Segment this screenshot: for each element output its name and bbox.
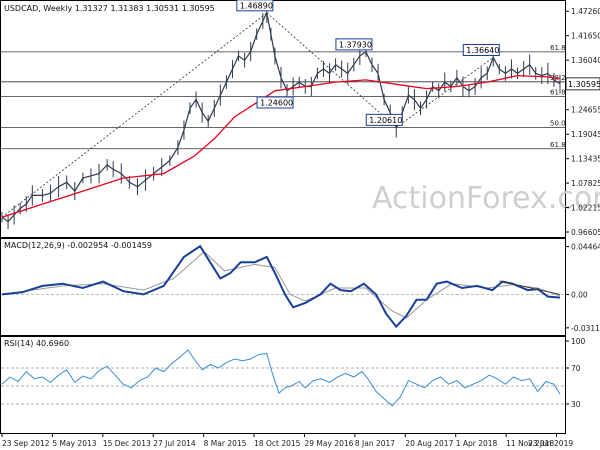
annotation-label: 1.24600 bbox=[260, 98, 293, 107]
price-close-line bbox=[1, 10, 561, 223]
x-tick-label: 29 May 2016 bbox=[304, 439, 353, 448]
price-y-tick-label: 1.24655 bbox=[571, 106, 600, 115]
annotation-box bbox=[335, 38, 373, 51]
x-tick-label: 5 May 2013 bbox=[52, 439, 96, 448]
price-y-tick-label: 1.02215 bbox=[571, 204, 600, 213]
price-panel-frame bbox=[0, 0, 566, 238]
fibonacci-levels: 61.838.261.850.061.8 bbox=[1, 44, 566, 150]
macd-y-tick-label: -0.031183 bbox=[571, 324, 600, 333]
price-annotations: 1.46890 1.37930 1.24600 1.36640 1.20610 bbox=[236, 0, 500, 126]
x-tick-label: 15 Dec 2013 bbox=[103, 439, 151, 448]
rsi-panel-frame bbox=[0, 336, 566, 434]
macd-signal-line bbox=[1, 250, 561, 319]
moving-average-series bbox=[1, 74, 561, 218]
annotation-box bbox=[365, 113, 403, 126]
fib-level-label: 61.8 bbox=[550, 89, 566, 97]
macd-series: 0.044642 0.00 -0.031183 bbox=[1, 243, 600, 333]
price-y-tick-label: 1.47260 bbox=[571, 7, 600, 16]
x-axis: 23 Sep 2012 5 May 2013 15 Dec 2013 27 Jul 2… bbox=[1, 433, 573, 448]
price-series bbox=[1, 2, 561, 229]
rsi-line bbox=[1, 349, 561, 407]
price-y-tick-label: 1.19045 bbox=[571, 130, 600, 139]
fib-level-label: 61.8 bbox=[550, 141, 566, 149]
swing-dashed-line bbox=[396, 57, 494, 128]
rsi-series: 100 70 30 bbox=[1, 337, 586, 409]
rsi-y-tick-label: 30 bbox=[571, 400, 581, 409]
annotation-label: 1.37930 bbox=[339, 40, 372, 49]
x-tick-label: 27 Jul 2014 bbox=[153, 439, 196, 448]
x-tick-label: 23 Sep 2012 bbox=[2, 439, 50, 448]
last-price-label: 1.30595 bbox=[568, 80, 600, 89]
rsi-y-tick-label: 100 bbox=[571, 337, 586, 346]
annotation-box bbox=[462, 44, 500, 57]
x-tick-label: 1 Apr 2018 bbox=[456, 439, 498, 448]
macd-y-tick-label: 0.00 bbox=[571, 290, 588, 299]
price-title: USDCAD, Weekly 1.31327 1.31383 1.30531 1… bbox=[4, 4, 215, 13]
swing-dashed-line bbox=[266, 12, 397, 128]
annotation-box bbox=[256, 96, 294, 109]
annotation-label: 1.36640 bbox=[466, 46, 499, 55]
x-tick-label: 18 Oct 2015 bbox=[254, 439, 301, 448]
x-tick-label: 8 Mar 2015 bbox=[204, 439, 247, 448]
price-y-tick-label: 1.36040 bbox=[571, 56, 600, 65]
macd-title: MACD(12,26,9) -0.002954 -0.001459 bbox=[4, 241, 152, 250]
x-tick-label: 11 Nov 2018 bbox=[506, 439, 554, 448]
price-y-tick-label: 1.41650 bbox=[571, 32, 600, 41]
annotation-label: 1.20610 bbox=[369, 116, 402, 125]
annotation-label: 1.46890 bbox=[240, 1, 273, 10]
price-y-tick-label: 0.96605 bbox=[571, 228, 600, 237]
watermark: ActionForex.com bbox=[372, 181, 600, 216]
macd-panel-frame bbox=[0, 238, 566, 336]
swing-dashed-line bbox=[1, 12, 268, 218]
rsi-title: RSI(14) 40.6960 bbox=[4, 339, 69, 348]
fib-level-label: 61.8 bbox=[550, 44, 566, 52]
last-price-marker: 1.30595 bbox=[565, 77, 600, 91]
last-price-box bbox=[565, 77, 600, 91]
x-tick-label: 8 Jan 2017 bbox=[355, 439, 395, 448]
x-tick-label: 23 Jun 2019 bbox=[528, 439, 573, 448]
annotation-box bbox=[236, 0, 274, 12]
macd-line bbox=[1, 244, 561, 329]
rsi-y-tick-label: 70 bbox=[571, 364, 581, 373]
macd-trendline bbox=[499, 280, 561, 295]
moving-average-line bbox=[1, 74, 561, 218]
price-y-tick-label: 1.13435 bbox=[571, 155, 600, 164]
x-tick-label: 20 Aug 2017 bbox=[405, 439, 453, 448]
fib-level-label: 50.0 bbox=[550, 119, 566, 127]
macd-y-tick-label: 0.044642 bbox=[571, 243, 600, 252]
price-y-tick-label: 1.07825 bbox=[571, 179, 600, 188]
